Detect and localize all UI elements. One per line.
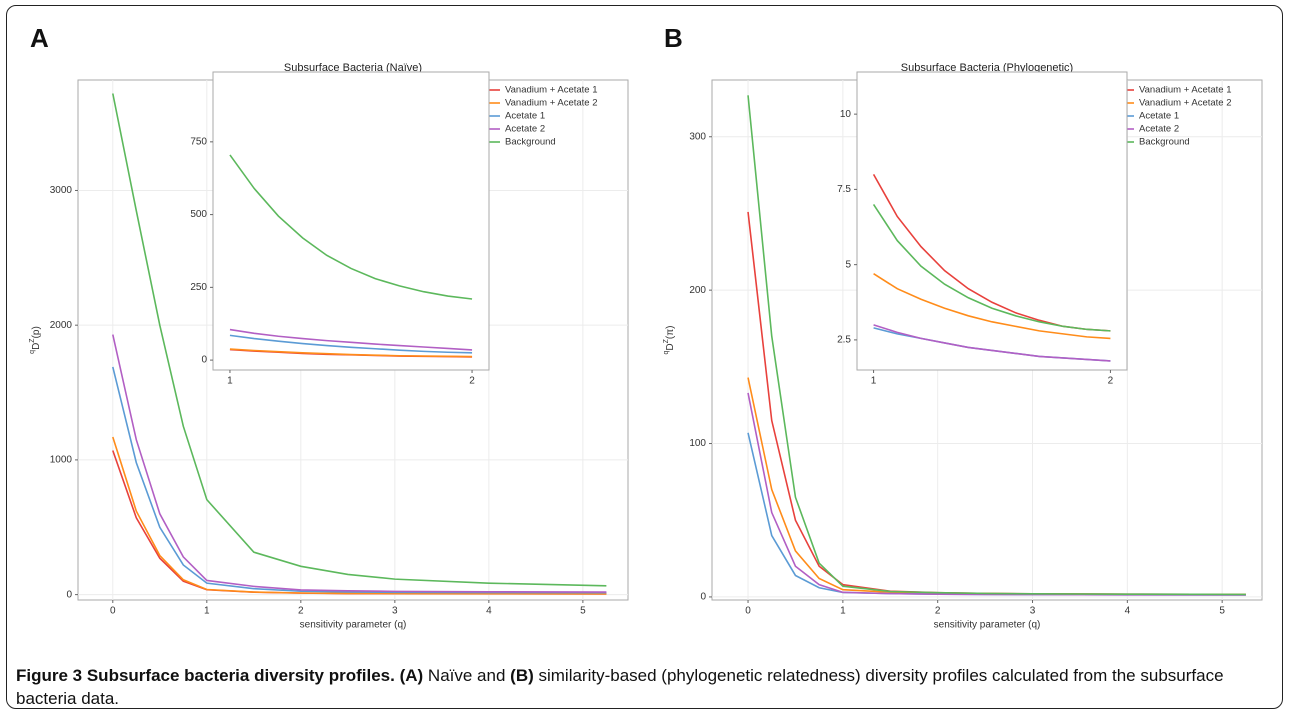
- series-line: [112, 334, 607, 593]
- y-axis-label-part: Z: [29, 338, 36, 343]
- series-line: [112, 93, 607, 587]
- x-tick-label: 3: [1030, 606, 1036, 617]
- y-axis-label-part: D: [31, 343, 42, 350]
- series-line: [872, 204, 1111, 332]
- series-line: [873, 324, 1111, 362]
- x-tick-label: 5: [1219, 606, 1225, 617]
- y-tick-label: 5: [845, 259, 851, 270]
- y-tick-label: 1000: [50, 455, 73, 466]
- series-line: [229, 154, 473, 300]
- x-tick-label: 2: [935, 606, 941, 617]
- legend-label: Vanadium + Acetate 1: [1139, 85, 1232, 96]
- y-tick-label: 0: [66, 589, 72, 600]
- y-tick-label: 2000: [50, 320, 73, 331]
- legend-label: Vanadium + Acetate 2: [1139, 98, 1232, 109]
- x-tick-label: 1: [871, 376, 877, 387]
- x-tick-label: 4: [486, 606, 492, 617]
- legend-label: Acetate 2: [1139, 124, 1179, 135]
- caption-text: (A): [399, 666, 424, 685]
- x-tick-label: 0: [745, 606, 751, 617]
- x-axis-label: sensitivity parameter (q): [300, 620, 407, 631]
- legend-label: Acetate 1: [505, 111, 545, 122]
- y-axis-label-part: q: [663, 350, 670, 354]
- y-tick-label: 7.5: [837, 184, 851, 195]
- series-line: [112, 366, 607, 594]
- series-line: [112, 436, 607, 595]
- caption-text: Figure 3 Subsurface bacteria diversity p…: [16, 666, 395, 685]
- plot-area: [212, 71, 490, 371]
- y-axis-label: qDZ(p): [29, 326, 42, 354]
- series-line: [229, 334, 473, 354]
- y-tick-label: 500: [190, 209, 207, 220]
- y-axis-label-part: D: [665, 343, 676, 350]
- x-tick-label: 2: [469, 376, 475, 387]
- chart-title: Subsurface Bacteria (Naïve): [284, 62, 422, 74]
- y-tick-label: 3000: [50, 185, 73, 196]
- plot-area: [856, 71, 1128, 371]
- x-tick-label: 0: [110, 606, 116, 617]
- x-tick-label: 5: [580, 606, 586, 617]
- panel-label: A: [30, 23, 49, 53]
- y-tick-label: 0: [700, 592, 706, 603]
- x-tick-label: 1: [840, 606, 846, 617]
- series-line: [229, 328, 473, 351]
- x-tick-label: 4: [1125, 606, 1131, 617]
- legend-label: Background: [1139, 137, 1190, 148]
- y-axis-label-part: Z: [663, 338, 670, 343]
- caption-text: Naïve and: [423, 666, 511, 685]
- caption-text: (B): [510, 666, 534, 685]
- x-axis-label: sensitivity parameter (q): [934, 620, 1041, 631]
- x-tick-label: 1: [204, 606, 210, 617]
- x-tick-label: 2: [1108, 376, 1114, 387]
- y-tick-label: 750: [190, 136, 207, 147]
- y-tick-label: 100: [689, 438, 706, 449]
- y-tick-label: 0: [201, 355, 207, 366]
- legend-label: Background: [505, 137, 556, 148]
- x-tick-label: 2: [298, 606, 304, 617]
- y-tick-label: 10: [840, 109, 852, 120]
- x-tick-label: 1: [227, 376, 233, 387]
- legend-label: Acetate 2: [505, 124, 545, 135]
- y-tick-label: 300: [689, 131, 706, 142]
- panel-label: B: [664, 23, 683, 53]
- legend-label: Vanadium + Acetate 1: [505, 85, 598, 96]
- caption: Figure 3 Subsurface bacteria diversity p…: [16, 664, 1278, 710]
- y-axis-label: qDZ(π): [663, 326, 676, 355]
- caption-text: similarity-based (phylogenetic relatedne…: [16, 666, 1224, 708]
- y-axis-label-part: (π): [665, 326, 676, 340]
- chart-title: Subsurface Bacteria (Phylogenetic): [901, 62, 1073, 74]
- y-tick-label: 2.5: [837, 335, 851, 346]
- y-tick-label: 250: [190, 282, 207, 293]
- figure-frame: [6, 5, 1283, 709]
- legend-label: Acetate 1: [1139, 111, 1179, 122]
- legend-label: Vanadium + Acetate 2: [505, 98, 598, 109]
- series-line: [747, 95, 1246, 596]
- series-line: [229, 348, 473, 358]
- y-tick-label: 200: [689, 285, 706, 296]
- x-tick-label: 3: [392, 606, 398, 617]
- series-line: [873, 273, 1111, 340]
- y-axis-label-part: q: [29, 350, 36, 354]
- y-axis-label-part: (p): [31, 326, 42, 338]
